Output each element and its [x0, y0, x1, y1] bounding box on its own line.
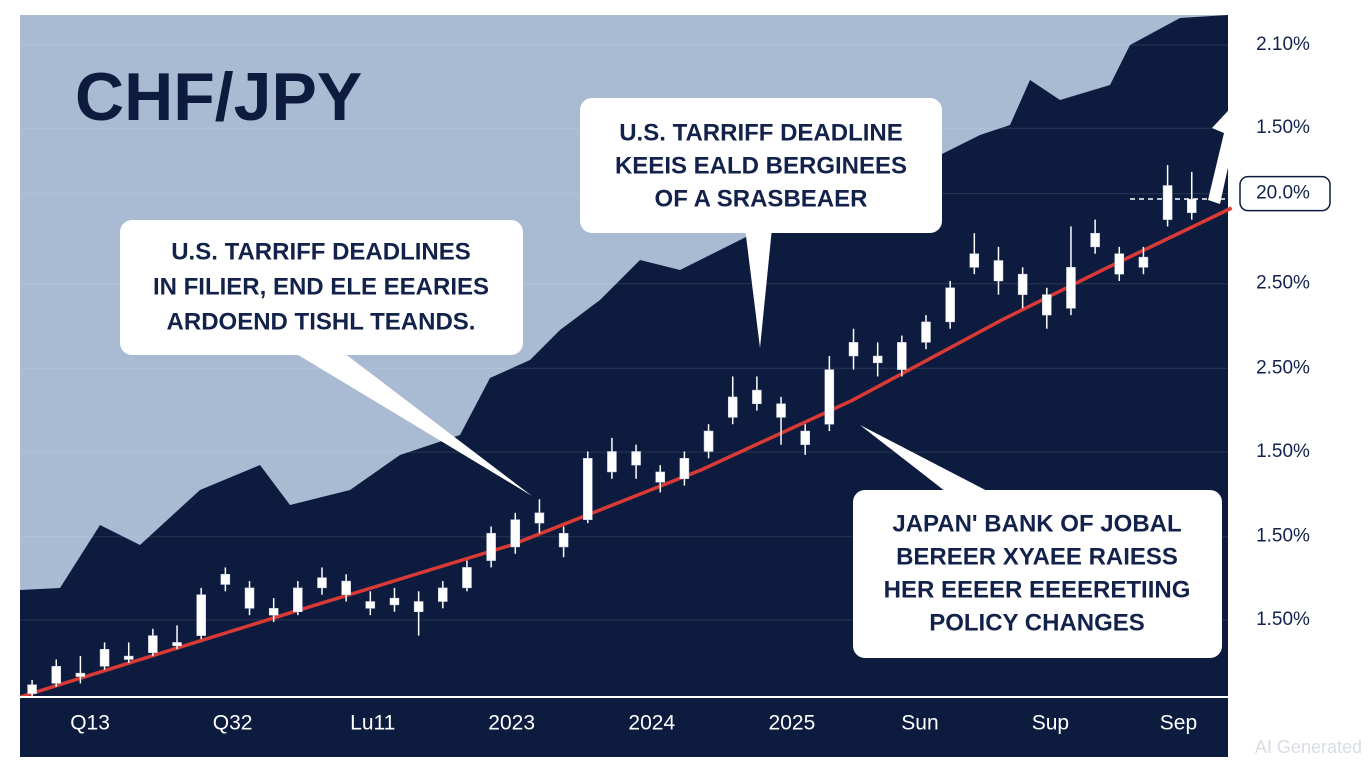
candle-body: [727, 396, 738, 418]
callout-box: [853, 490, 1222, 658]
candle-body: [486, 533, 496, 561]
x-tick-label: Q32: [213, 712, 253, 735]
candle-body: [993, 260, 1004, 282]
candle-body: [172, 642, 182, 647]
candle-body: [1187, 198, 1197, 214]
candle-body: [897, 342, 907, 370]
x-tick-label: Sun: [901, 712, 938, 735]
x-tick-label: 2024: [628, 712, 675, 735]
candle-body: [51, 666, 61, 684]
candle-body: [510, 519, 521, 548]
tick-highlight: [1239, 175, 1331, 212]
x-tick-label: Sup: [1032, 712, 1069, 735]
x-tick-label: 2025: [769, 712, 816, 735]
callout: U.S. TARRIFF DEADLINES IN FILIER, END EL…: [120, 220, 532, 496]
callout: U.S. TARRIFF DEADLINE KEEIS EALD BERGINE…: [580, 98, 942, 348]
callout-text: KEEIS EALD BERGINEES: [615, 152, 907, 179]
candle-body: [1066, 267, 1076, 309]
y-tick-label: 1.50%: [1256, 441, 1310, 462]
y-tick-label: 1.50%: [1256, 526, 1310, 547]
candle-body: [293, 587, 303, 613]
candle-body: [1162, 185, 1173, 220]
candle-body: [631, 451, 641, 466]
callout-pointer: [745, 228, 772, 348]
candle-body: [389, 597, 400, 606]
x-tick-label: Lu11: [350, 712, 395, 735]
chart-title: CHF/JPY: [75, 59, 362, 135]
candle-body: [365, 601, 376, 609]
y-tick-label: 2.50%: [1256, 273, 1310, 294]
candle-body: [1042, 294, 1052, 316]
candle-body: [220, 573, 231, 585]
candle-body: [1114, 253, 1125, 275]
callout-box: [580, 98, 942, 233]
candle-body: [123, 655, 134, 660]
candle-body: [1090, 232, 1100, 248]
candle-body: [872, 355, 883, 364]
candle-body: [969, 253, 980, 268]
callout-text: OF A SRASBEAER: [655, 185, 868, 212]
y-tick-label: 1.50%: [1256, 609, 1310, 630]
callout-text: U.S. TARRIFF DEADLINE: [619, 119, 903, 146]
callout-text: POLICY CHANGES: [929, 609, 1145, 636]
x-tick-label: Sep: [1160, 712, 1197, 735]
candle-body: [703, 430, 714, 452]
y-tick-label: 1.50%: [1256, 117, 1310, 138]
candle-body: [607, 451, 617, 473]
candle-body: [679, 458, 690, 480]
callout-text: ARDOEND TISHL TEANDS.: [167, 308, 476, 335]
trend-line: [19, 206, 1233, 699]
candle-body: [752, 389, 762, 404]
watermark: AI Generated: [1255, 737, 1362, 757]
callout-text: IN FILIER, END ELE EEARIES: [153, 273, 489, 300]
candle-body: [244, 587, 255, 609]
callout-text: JAPAN' BANK OF JOBAL: [892, 510, 1181, 537]
callout-pointer: [290, 350, 532, 496]
candle-body: [1138, 256, 1149, 268]
callout: JAPAN' BANK OF JOBAL BEREER XYAEE RAIESS…: [853, 425, 1222, 658]
candle-body: [655, 471, 665, 483]
candle-body: [413, 601, 424, 613]
candle-body: [776, 403, 786, 418]
candle-body: [268, 608, 279, 616]
candle-body: [75, 672, 86, 677]
callout-text: BEREER XYAEE RAIESS: [896, 543, 1178, 570]
candle-body: [848, 342, 859, 357]
y-tick-label: 2.50%: [1256, 357, 1310, 378]
candle-body: [148, 635, 158, 653]
callout-text: HER EEEER EEEERETIING: [884, 576, 1191, 603]
candle-body: [27, 684, 37, 694]
candle-body: [438, 587, 448, 602]
x-tick-label: 2023: [488, 712, 535, 735]
y-tick-label: 2.10%: [1256, 34, 1310, 55]
callout-pointer: [860, 425, 995, 495]
candle-body: [99, 649, 110, 667]
candle-body: [800, 430, 810, 445]
y-tick-label: 20.0%: [1256, 183, 1310, 204]
candle-body: [921, 321, 931, 343]
candle-body: [317, 577, 327, 589]
callout-text: U.S. TARRIFF DEADLINES: [171, 238, 471, 265]
candle-body: [462, 567, 472, 589]
candle-body: [196, 594, 206, 636]
candle-body: [824, 369, 835, 425]
candle-body: [558, 533, 569, 548]
x-tick-label: Q13: [70, 712, 110, 735]
callout-box: [120, 220, 523, 355]
candle-body: [341, 580, 351, 595]
candle-body: [1017, 273, 1028, 295]
candle-body: [583, 458, 593, 520]
up-arrow: [1208, 98, 1246, 204]
plot: [19, 165, 1233, 699]
candle-body: [945, 287, 955, 323]
candle-body: [534, 512, 545, 524]
